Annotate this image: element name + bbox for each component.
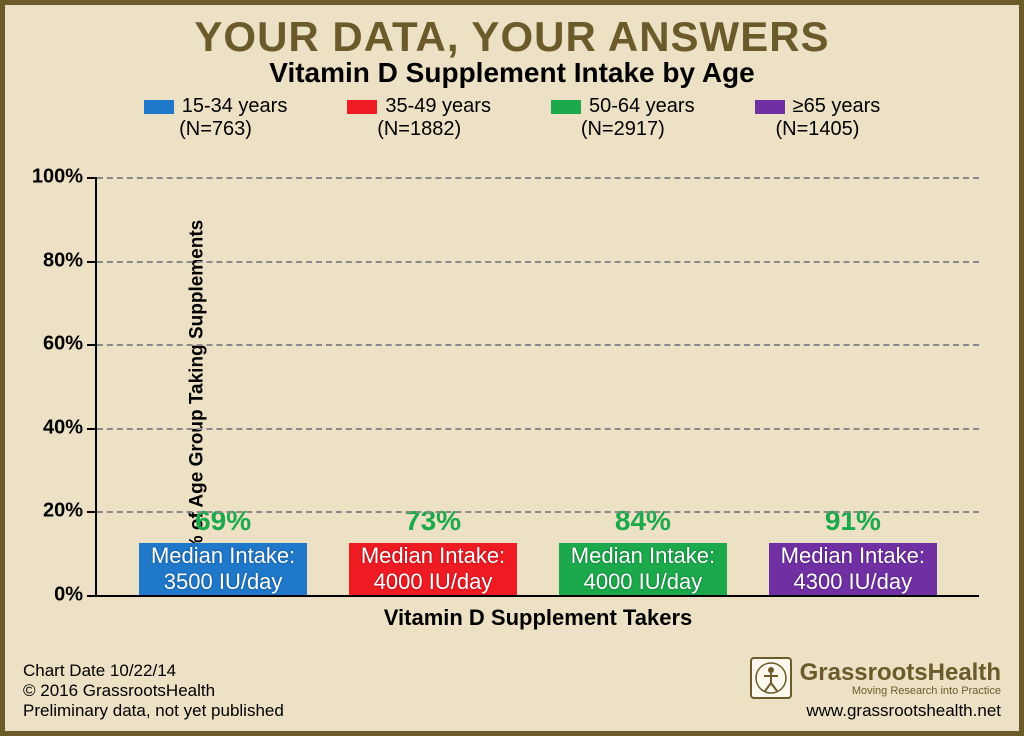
bar-inner-text: Median Intake:4000 IU/day — [571, 543, 715, 595]
footer-left: Chart Date 10/22/14 © 2016 GrassrootsHea… — [23, 661, 284, 721]
y-tick-label: 100% — [32, 166, 97, 189]
legend-label: 35-49 years — [385, 95, 491, 118]
x-axis-title: Vitamin D Supplement Takers — [97, 605, 979, 631]
footer-right: GrassrootsHealth Moving Research into Pr… — [750, 657, 1001, 721]
legend-item: 35-49 years (N=1882) — [347, 95, 491, 141]
chart-plot-area: % of Age Group Taking Supplements Vitami… — [95, 177, 979, 597]
brand-name: GrassrootsHealth — [800, 659, 1001, 687]
chart-plot: % of Age Group Taking Supplements Vitami… — [95, 177, 979, 597]
bar: 69%Median Intake:3500 IU/day — [139, 543, 307, 595]
legend-swatch — [144, 100, 174, 114]
legend-label: 15-34 years — [182, 95, 288, 118]
page-subtitle: Vitamin D Supplement Intake by Age — [5, 57, 1019, 89]
gridline — [97, 428, 979, 430]
footer-date: Chart Date 10/22/14 — [23, 661, 284, 681]
bar: 84%Median Intake:4000 IU/day — [559, 543, 727, 595]
bar: 91%Median Intake:4300 IU/day — [769, 543, 937, 595]
brand-logo-icon — [750, 657, 792, 699]
footer-copyright: © 2016 GrassrootsHealth — [23, 681, 284, 701]
bar-inner-text: Median Intake:3500 IU/day — [151, 543, 295, 595]
brand-url: www.grassrootshealth.net — [750, 701, 1001, 721]
chart-legend: 15-34 years (N=763) 35-49 years (N=1882)… — [5, 95, 1019, 141]
legend-n: (N=1405) — [755, 118, 881, 141]
y-tick-label: 40% — [43, 416, 97, 439]
gridline — [97, 177, 979, 179]
bar-rect: 73%Median Intake:4000 IU/day — [349, 543, 517, 595]
bars-container: 69%Median Intake:3500 IU/day 73%Median In… — [97, 177, 979, 595]
bar-rect: 84%Median Intake:4000 IU/day — [559, 543, 727, 595]
gridline — [97, 261, 979, 263]
footer-note: Preliminary data, not yet published — [23, 701, 284, 721]
legend-swatch — [755, 100, 785, 114]
y-tick-label: 0% — [54, 584, 97, 607]
legend-swatch — [347, 100, 377, 114]
y-tick-label: 20% — [43, 500, 97, 523]
legend-label: ≥65 years — [793, 95, 881, 118]
bar: 73%Median Intake:4000 IU/day — [349, 543, 517, 595]
bar-rect: 91%Median Intake:4300 IU/day — [769, 543, 937, 595]
gridline — [97, 344, 979, 346]
bar-rect: 69%Median Intake:3500 IU/day — [139, 543, 307, 595]
bar-inner-text: Median Intake:4000 IU/day — [361, 543, 505, 595]
page-title: YOUR DATA, YOUR ANSWERS — [5, 13, 1019, 61]
y-tick-label: 80% — [43, 249, 97, 272]
chart-canvas: YOUR DATA, YOUR ANSWERS Vitamin D Supple… — [0, 0, 1024, 736]
y-tick-label: 60% — [43, 333, 97, 356]
legend-item: 15-34 years (N=763) — [144, 95, 288, 141]
legend-swatch — [551, 100, 581, 114]
gridline — [97, 511, 979, 513]
legend-n: (N=1882) — [347, 118, 491, 141]
legend-item: 50-64 years (N=2917) — [551, 95, 695, 141]
legend-item: ≥65 years (N=1405) — [755, 95, 881, 141]
brand-logo: GrassrootsHealth Moving Research into Pr… — [750, 657, 1001, 699]
legend-label: 50-64 years — [589, 95, 695, 118]
bar-inner-text: Median Intake:4300 IU/day — [781, 543, 925, 595]
legend-n: (N=763) — [144, 118, 288, 141]
legend-n: (N=2917) — [551, 118, 695, 141]
